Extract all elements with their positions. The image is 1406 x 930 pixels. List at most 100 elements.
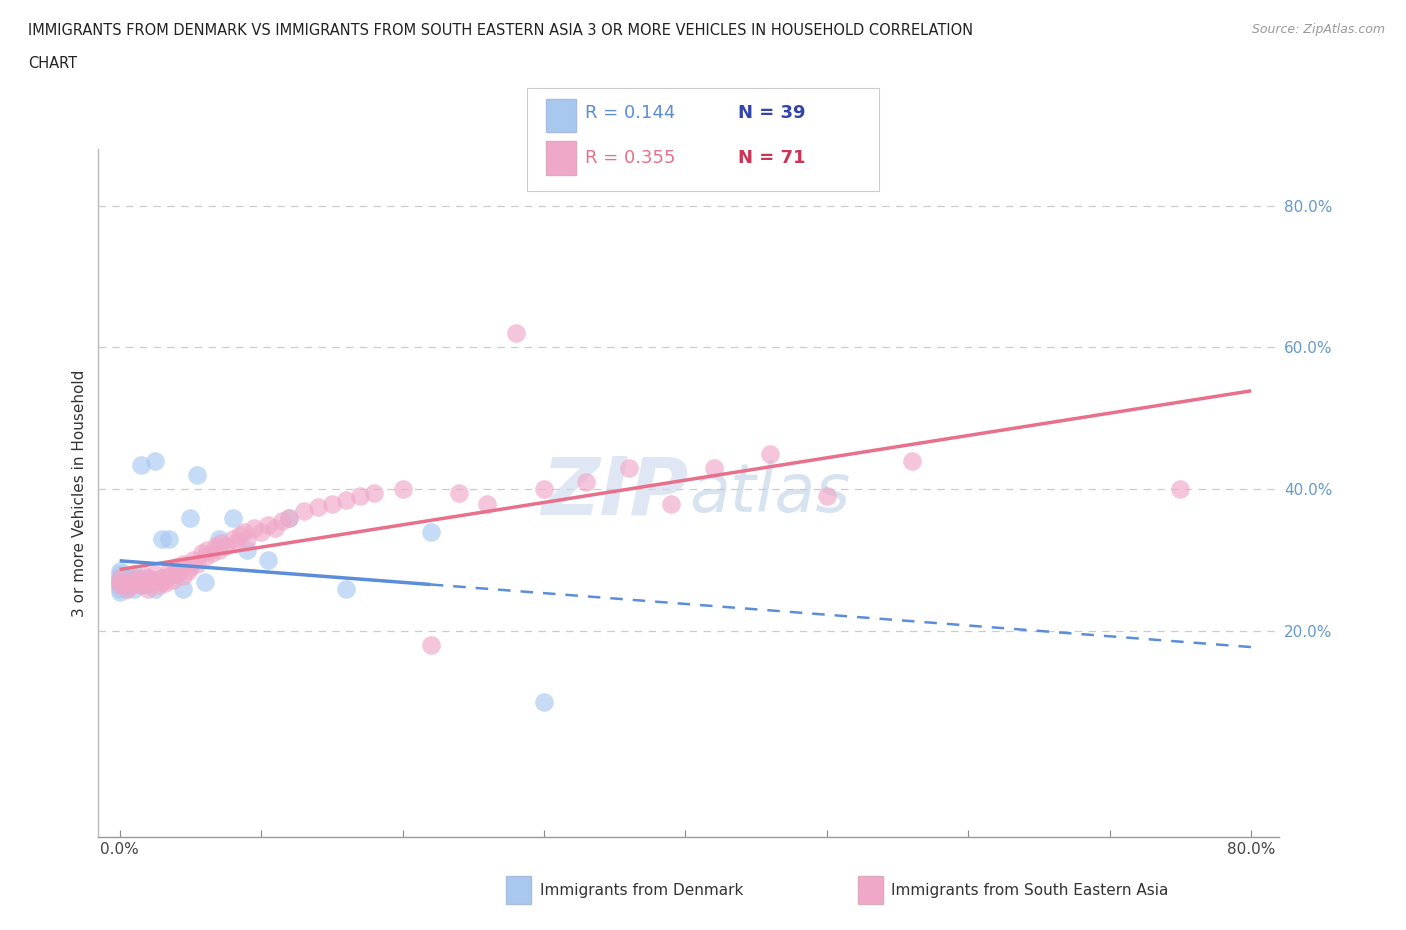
Point xyxy=(148,578,170,592)
Point xyxy=(659,496,682,511)
Point xyxy=(505,326,527,340)
Point xyxy=(215,538,238,553)
Point xyxy=(172,568,194,583)
Point xyxy=(419,638,441,653)
Point xyxy=(533,482,555,497)
Point xyxy=(195,542,218,557)
Point xyxy=(150,571,173,586)
Text: CHART: CHART xyxy=(28,56,77,71)
Point xyxy=(165,567,187,582)
Point xyxy=(143,581,166,596)
Point xyxy=(150,532,173,547)
Point xyxy=(134,574,156,589)
Point xyxy=(236,542,259,557)
Point xyxy=(108,578,131,592)
Point xyxy=(222,532,245,547)
Point xyxy=(349,489,371,504)
Point xyxy=(264,521,287,536)
Point xyxy=(136,578,159,592)
Point xyxy=(575,475,598,490)
Point xyxy=(815,489,838,504)
Point xyxy=(122,574,145,589)
Point xyxy=(108,574,131,589)
Point xyxy=(208,532,231,547)
Point xyxy=(115,571,138,586)
Point xyxy=(193,550,215,565)
Point xyxy=(129,578,152,592)
Text: N = 71: N = 71 xyxy=(738,149,806,167)
Point xyxy=(139,574,162,589)
Point xyxy=(229,528,252,543)
Point xyxy=(900,454,922,469)
Point xyxy=(157,564,180,578)
Point xyxy=(419,525,441,539)
Point xyxy=(204,538,226,553)
Point xyxy=(122,581,145,596)
Point xyxy=(363,485,385,500)
Point xyxy=(200,546,222,561)
Point xyxy=(143,573,166,588)
Text: Immigrants from South Eastern Asia: Immigrants from South Eastern Asia xyxy=(891,883,1168,897)
Point xyxy=(179,560,201,575)
Point xyxy=(278,511,301,525)
Point xyxy=(477,496,499,511)
Y-axis label: 3 or more Vehicles in Household: 3 or more Vehicles in Household xyxy=(72,369,87,617)
Point xyxy=(243,521,266,536)
Text: R = 0.144: R = 0.144 xyxy=(585,104,675,123)
Point xyxy=(125,571,148,586)
Point xyxy=(321,496,343,511)
Point xyxy=(122,567,145,582)
Point xyxy=(335,581,357,596)
Point xyxy=(449,485,471,500)
Point xyxy=(233,525,256,539)
Point xyxy=(115,581,138,596)
Point xyxy=(257,552,280,567)
Point xyxy=(129,457,152,472)
Point xyxy=(167,564,190,578)
Point xyxy=(172,581,194,596)
Point xyxy=(533,695,555,710)
Point xyxy=(150,571,173,586)
Point xyxy=(391,482,413,497)
Point xyxy=(136,571,159,586)
Point xyxy=(153,576,176,591)
Point xyxy=(108,571,131,586)
Point xyxy=(108,574,131,589)
Point xyxy=(186,556,208,571)
Point xyxy=(150,574,173,589)
Point xyxy=(165,567,187,582)
Point xyxy=(139,576,162,591)
Point xyxy=(759,446,782,461)
Point xyxy=(271,514,294,529)
Point xyxy=(136,571,159,586)
Point xyxy=(181,552,204,567)
Point xyxy=(617,460,640,475)
Point xyxy=(122,571,145,586)
Point xyxy=(157,568,180,583)
Text: N = 39: N = 39 xyxy=(738,104,806,123)
Point xyxy=(157,532,180,547)
Point xyxy=(186,468,208,483)
Point xyxy=(108,574,131,589)
Point xyxy=(122,574,145,589)
Point xyxy=(250,525,273,539)
Text: Immigrants from Denmark: Immigrants from Denmark xyxy=(540,883,744,897)
Point xyxy=(162,573,184,588)
Text: IMMIGRANTS FROM DENMARK VS IMMIGRANTS FROM SOUTH EASTERN ASIA 3 OR MORE VEHICLES: IMMIGRANTS FROM DENMARK VS IMMIGRANTS FR… xyxy=(28,23,973,38)
Point xyxy=(115,581,138,596)
Point xyxy=(179,511,201,525)
Point xyxy=(193,574,215,589)
Point xyxy=(120,578,142,592)
Text: atlas: atlas xyxy=(689,460,851,525)
Point xyxy=(278,511,301,525)
Text: R = 0.355: R = 0.355 xyxy=(585,149,675,167)
Point xyxy=(307,499,329,514)
Point xyxy=(115,578,138,592)
Point xyxy=(136,581,159,596)
Point xyxy=(190,546,212,561)
Point xyxy=(225,535,247,550)
Point xyxy=(172,556,194,571)
Point xyxy=(703,460,725,475)
Point xyxy=(222,511,245,525)
Point xyxy=(257,517,280,532)
